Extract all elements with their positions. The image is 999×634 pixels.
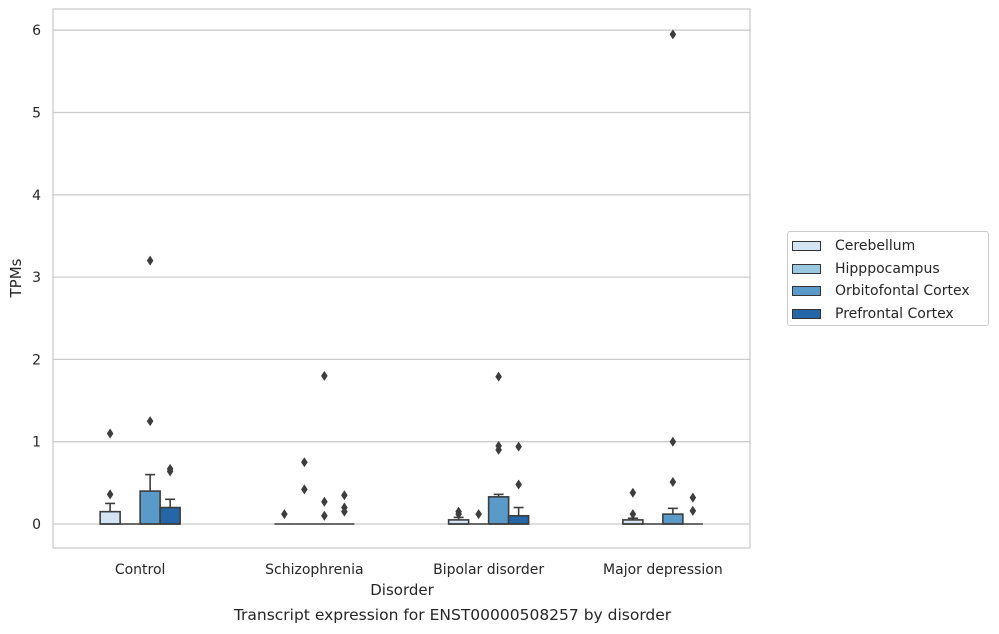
box-prefrontal-cortex bbox=[159, 498, 181, 525]
legend-swatch bbox=[792, 263, 821, 274]
y-tick-label: 4 bbox=[32, 188, 41, 204]
box-orbitofontal-cortex bbox=[139, 473, 161, 525]
x-tick-labels: Control Schizophrenia Bipolar disorder Majo… bbox=[115, 562, 723, 578]
outlier-point bbox=[166, 466, 174, 477]
x-tick-label: Schizophrenia bbox=[265, 562, 363, 578]
plot-frame bbox=[52, 8, 751, 549]
outlier-point bbox=[321, 370, 328, 381]
box-body bbox=[99, 510, 121, 525]
legend-item: Cerebellum bbox=[792, 237, 915, 255]
legend-label: Hipppocampus bbox=[835, 260, 940, 277]
x-tick-label: Major depression bbox=[603, 562, 723, 578]
legend-item: Orbitofontal Cortex bbox=[792, 282, 970, 300]
outlier-point bbox=[669, 436, 677, 447]
outlier-point bbox=[495, 444, 502, 455]
outlier-point bbox=[629, 487, 637, 498]
outlier-point bbox=[629, 509, 637, 520]
box-body bbox=[487, 496, 510, 525]
y-tick-label: 3 bbox=[32, 270, 41, 286]
outlier-point bbox=[669, 29, 677, 40]
legend-swatch bbox=[792, 241, 821, 251]
outlier-point bbox=[515, 479, 522, 490]
x-tick-label: Bipolar disorder bbox=[433, 562, 544, 578]
outlier-point bbox=[669, 477, 677, 488]
legend-swatch bbox=[792, 308, 821, 319]
legend: Cerebellum Hipppocampus Orbitofontal Corte… bbox=[787, 231, 989, 326]
box-orbitofontal-cortex bbox=[662, 507, 684, 525]
x-axis-title: Disorder bbox=[370, 581, 434, 599]
outlier-point bbox=[281, 509, 288, 520]
outlier-point bbox=[301, 457, 308, 468]
y-tick-label: 5 bbox=[32, 106, 41, 122]
y-tick-labels: 0 1 2 3 4 5 6 bbox=[32, 23, 41, 533]
y-tick-label: 6 bbox=[32, 23, 41, 39]
box-body bbox=[507, 514, 530, 525]
legend-item: Hipppocampus bbox=[792, 260, 940, 278]
outlier-point bbox=[146, 416, 154, 427]
legend-label: Orbitofontal Cortex bbox=[835, 283, 970, 299]
box-layer bbox=[99, 473, 703, 525]
x-tick-label: Control bbox=[115, 562, 166, 578]
grid-lines bbox=[53, 29, 750, 525]
outlier-layer bbox=[106, 29, 697, 521]
box-body bbox=[662, 513, 684, 525]
outlier-point bbox=[106, 489, 114, 500]
y-tick-label: 0 bbox=[32, 517, 41, 533]
outlier-point bbox=[341, 506, 348, 517]
chart-caption: Transcript expression for ENST0000050825… bbox=[233, 606, 672, 624]
box-cerebellum bbox=[99, 502, 121, 525]
box-prefrontal-cortex bbox=[507, 506, 530, 525]
legend-label: Prefrontal Cortex bbox=[835, 305, 954, 322]
outlier-point bbox=[321, 510, 328, 521]
box-orbitofontal-cortex bbox=[487, 493, 510, 525]
legend-item: Prefrontal Cortex bbox=[792, 305, 954, 323]
outlier-point bbox=[106, 428, 114, 439]
outlier-point bbox=[495, 371, 502, 382]
y-tick-label: 1 bbox=[32, 435, 41, 451]
box-body bbox=[159, 506, 181, 525]
outlier-point bbox=[301, 484, 308, 495]
outlier-point bbox=[455, 509, 462, 520]
outlier-point bbox=[515, 441, 522, 452]
outlier-point bbox=[689, 492, 697, 503]
outlier-point bbox=[341, 490, 348, 501]
outlier-point bbox=[146, 255, 154, 266]
legend-label: Cerebellum bbox=[835, 238, 916, 254]
box-body bbox=[139, 490, 161, 525]
y-tick-label: 2 bbox=[32, 352, 41, 368]
y-axis-title: TPMs bbox=[7, 258, 25, 298]
outlier-point bbox=[689, 505, 697, 516]
outlier-point bbox=[475, 509, 482, 520]
outlier-point bbox=[321, 496, 328, 507]
legend-swatch bbox=[792, 286, 821, 296]
